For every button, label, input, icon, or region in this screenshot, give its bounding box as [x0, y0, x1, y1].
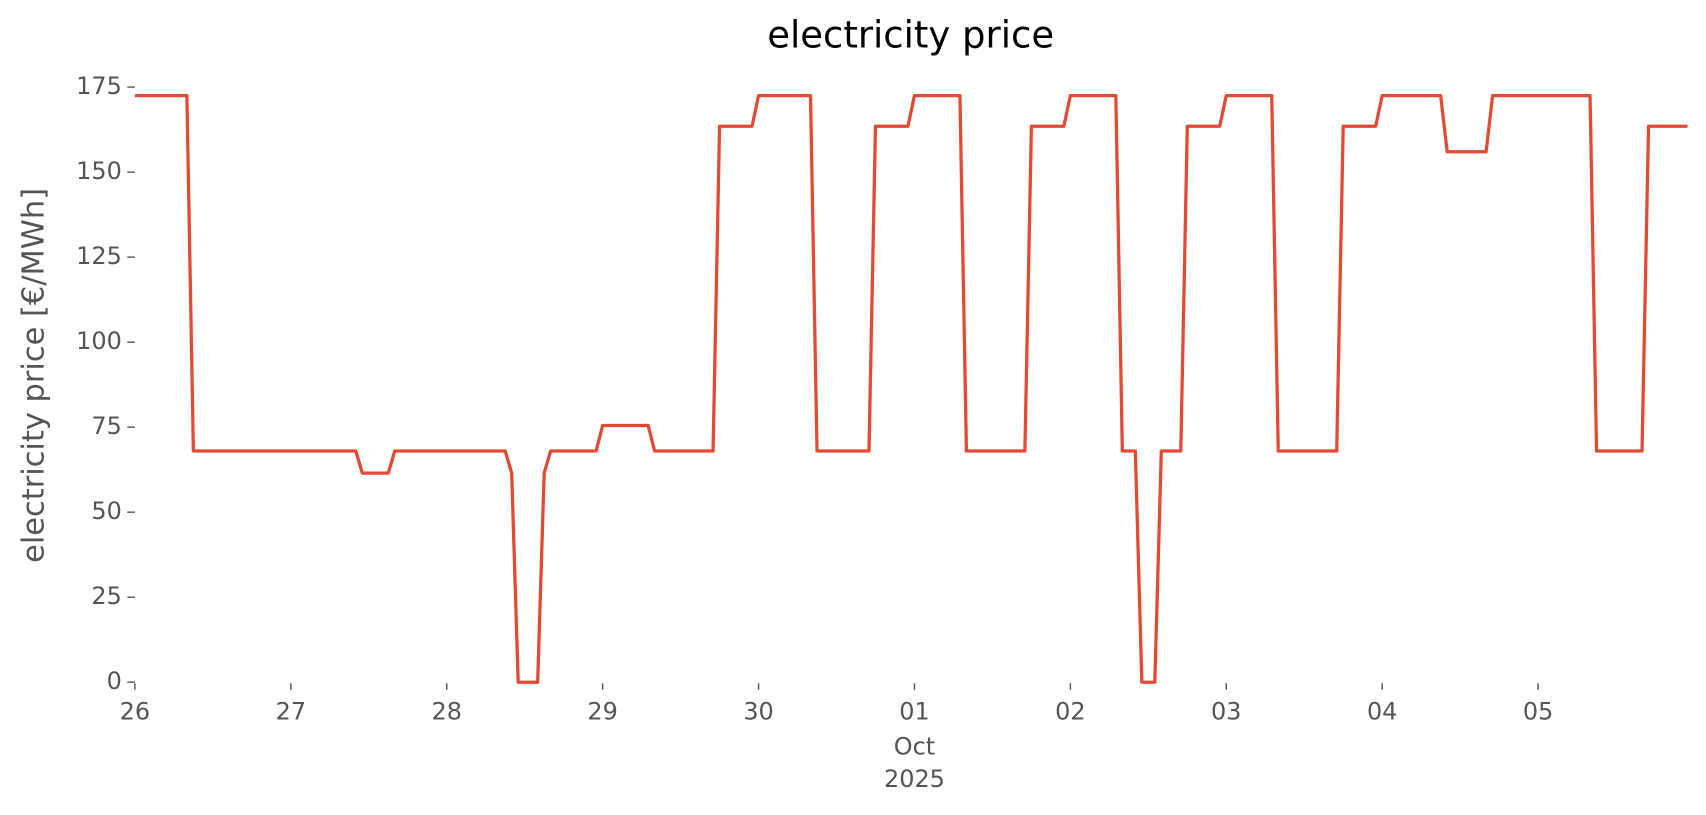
- y-axis-label: electricity price [€/MWh]: [16, 188, 51, 563]
- x-tick-label: 03: [1211, 698, 1241, 726]
- chart-title: electricity price: [767, 14, 1054, 57]
- x-tick-label: 30: [743, 698, 773, 726]
- x-tick-label: 01: [899, 698, 929, 726]
- x-tick-label: 27: [276, 698, 306, 726]
- x-year-label: 2025: [884, 765, 945, 793]
- y-tick-label: 50: [91, 497, 121, 525]
- y-tick-label: 25: [91, 582, 121, 610]
- x-tick-label: 26: [120, 698, 150, 726]
- x-tick-label: 05: [1523, 698, 1553, 726]
- y-tick-label: 175: [76, 72, 122, 100]
- x-month-label: Oct: [894, 733, 935, 761]
- x-tick-label: 28: [432, 698, 462, 726]
- y-tick-label: 100: [76, 327, 122, 355]
- y-tick-label: 150: [76, 157, 122, 185]
- y-tick-label: 0: [107, 667, 122, 695]
- price-line: [134, 93, 1688, 684]
- y-tick-label: 125: [76, 242, 122, 270]
- y-tick-label: 75: [91, 412, 121, 440]
- x-tick-label: 02: [1055, 698, 1085, 726]
- x-tick-label: 04: [1367, 698, 1397, 726]
- x-tick-label: 29: [587, 698, 617, 726]
